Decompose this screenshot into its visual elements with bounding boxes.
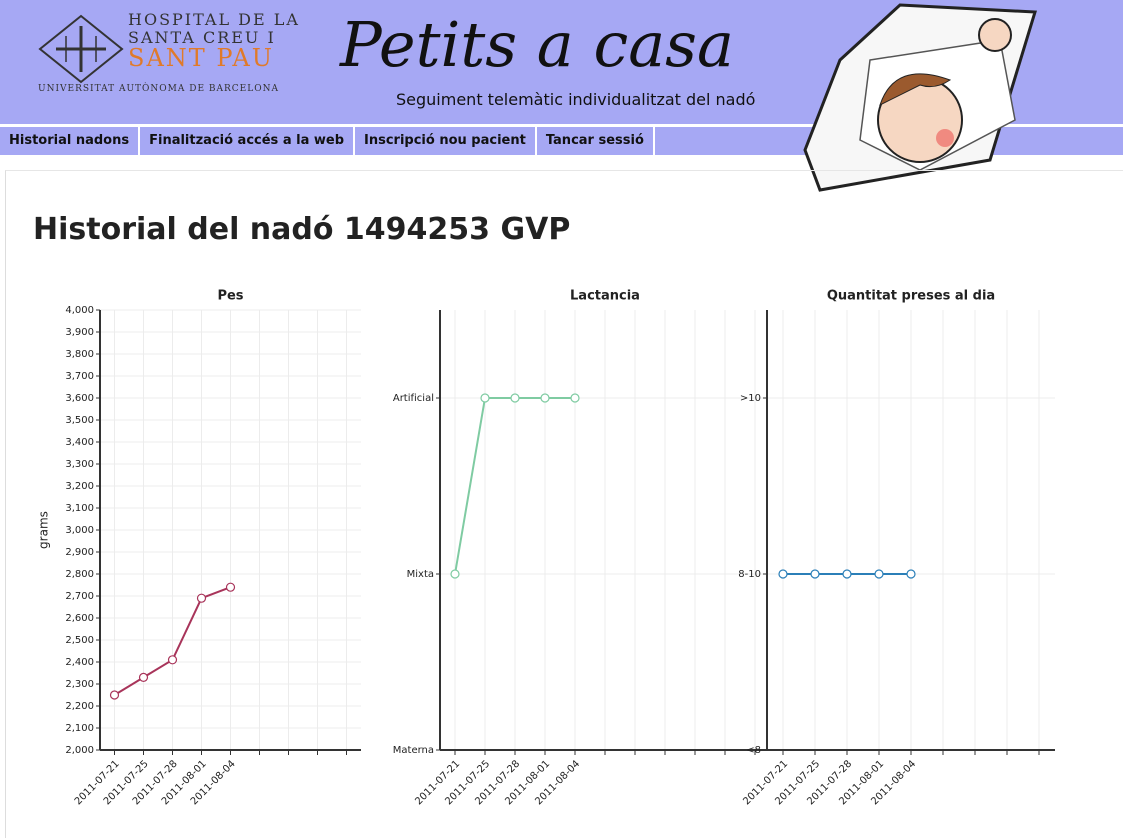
y-tick-label: 3,900 — [65, 327, 94, 338]
data-point — [511, 394, 519, 402]
y-tick-label: 4,000 — [65, 305, 94, 316]
y-tick-label: 3,600 — [65, 393, 94, 404]
y-tick-label: 3,100 — [65, 503, 94, 514]
y-tick-label: 3,500 — [65, 415, 94, 426]
page: Petits a casa html, body { margin: 0; pa… — [0, 0, 1123, 837]
data-point — [843, 570, 851, 578]
y-tick-label: 2,100 — [65, 723, 94, 734]
y-tick-label: 2,800 — [65, 569, 94, 580]
y-axis-label: grams — [37, 511, 51, 549]
y-tick-label: >10 — [740, 393, 761, 404]
y-tick-label: 3,400 — [65, 437, 94, 448]
y-tick-label: 2,900 — [65, 547, 94, 558]
chart-title: Quantitat preses al dia — [827, 289, 995, 304]
y-tick-label: 3,000 — [65, 525, 94, 536]
y-tick-label: 2,600 — [65, 613, 94, 624]
data-point — [198, 594, 206, 602]
y-tick-label: <8 — [746, 745, 761, 756]
data-point — [571, 394, 579, 402]
data-point — [227, 583, 235, 591]
charts: Pes grams 2,000 2,100 2,200 2,300 2,400 2,500 2,… — [0, 0, 1123, 837]
y-tick-label: Artificial — [393, 393, 434, 404]
data-point — [140, 673, 148, 681]
y-tick-label: 8-10 — [738, 569, 761, 580]
y-tick-label: Mixta — [407, 569, 434, 580]
y-tick-label: 2,500 — [65, 635, 94, 646]
data-point — [811, 570, 819, 578]
chart-title: Pes — [217, 289, 243, 304]
data-point — [481, 394, 489, 402]
chart-title: Lactancia — [570, 289, 640, 304]
data-point — [169, 656, 177, 664]
y-tick-label: 3,700 — [65, 371, 94, 382]
data-point — [451, 570, 459, 578]
y-tick-label: 3,200 — [65, 481, 94, 492]
data-point — [907, 570, 915, 578]
y-tick-label: 2,300 — [65, 679, 94, 690]
body: {"header": {"hospital_lines": ["HOSPITAL… — [0, 0, 1123, 837]
y-tick-label: 3,800 — [65, 349, 94, 360]
y-tick-label: Materna — [393, 745, 434, 756]
data-point — [541, 394, 549, 402]
data-point — [875, 570, 883, 578]
y-tick-label: 2,400 — [65, 657, 94, 668]
data-point — [111, 691, 119, 699]
y-tick-label: 2,700 — [65, 591, 94, 602]
y-tick-label: 2,000 — [65, 745, 94, 756]
y-tick-label: 3,300 — [65, 459, 94, 470]
y-tick-label: 2,200 — [65, 701, 94, 712]
data-point — [779, 570, 787, 578]
